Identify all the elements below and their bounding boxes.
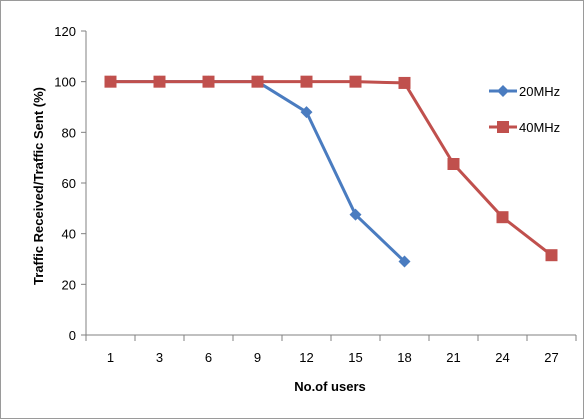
y-axis-title: Traffic Received/Traffic Sent (%) (31, 87, 46, 285)
y-tick-label: 40 (62, 227, 76, 242)
x-tick-label: 9 (254, 350, 261, 365)
data-point (349, 75, 362, 88)
series-20MHz (104, 75, 411, 268)
data-point (300, 106, 313, 119)
data-point (300, 75, 313, 88)
y-tick-label: 20 (62, 277, 76, 292)
series-40MHz (104, 75, 558, 262)
legend-marker (497, 121, 509, 133)
data-point (398, 255, 411, 268)
x-tick-labels: 1 3 6 9 12 15 18 21 24 27 (107, 350, 559, 365)
legend-marker (497, 85, 509, 97)
x-tick-label: 21 (446, 350, 460, 365)
data-point (349, 208, 362, 221)
x-tick-label: 12 (299, 350, 313, 365)
legend-label: 40MHz (519, 120, 560, 135)
data-point (153, 75, 166, 88)
data-point (202, 75, 215, 88)
data-point (398, 76, 411, 89)
y-tick-label: 0 (69, 328, 76, 343)
y-tick-label: 80 (62, 125, 76, 140)
x-tick-label: 15 (348, 350, 362, 365)
data-point (104, 75, 117, 88)
data-point (447, 158, 460, 170)
y-tick-label: 60 (62, 176, 76, 191)
series-line (110, 80, 553, 257)
x-axis-title: No.of users (294, 379, 366, 394)
series-group (104, 75, 558, 268)
data-point (545, 249, 558, 262)
x-tick-label: 24 (495, 350, 509, 365)
x-tick-label: 27 (544, 350, 558, 365)
data-point (251, 75, 264, 88)
series-line (110, 80, 406, 263)
x-tick-label: 3 (156, 350, 163, 365)
y-tick-label: 120 (54, 24, 76, 39)
y-tick-labels: 0 20 40 60 80 100 120 (54, 24, 76, 343)
legend-label: 20MHz (519, 84, 560, 99)
legend: 20MHz 40MHz (489, 84, 560, 135)
x-tick-label: 6 (205, 350, 212, 365)
axes (81, 30, 577, 341)
y-tick-label: 100 (54, 75, 76, 90)
x-tick-label: 18 (397, 350, 411, 365)
x-tick-label: 1 (107, 350, 114, 365)
data-point (496, 211, 509, 224)
